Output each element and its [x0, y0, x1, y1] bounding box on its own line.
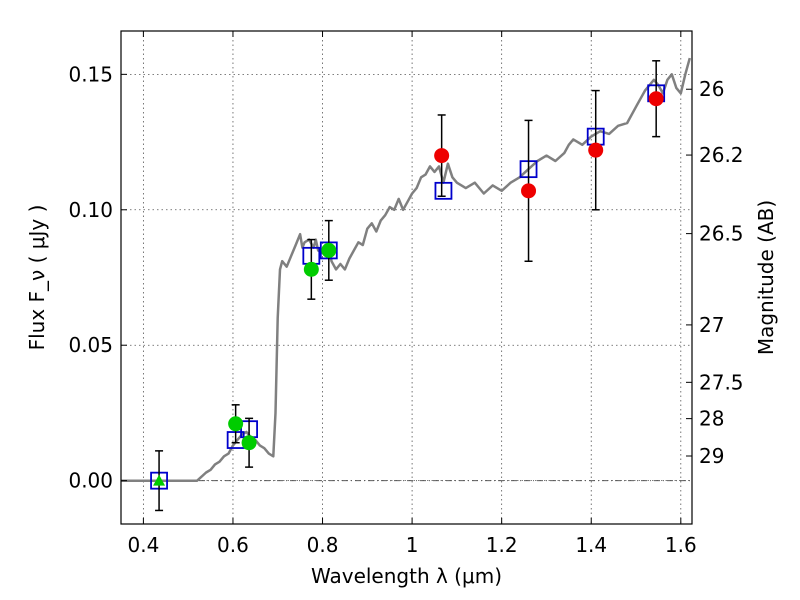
mag-tick-label: 26.2: [699, 143, 744, 167]
mag-tick-label: 29: [699, 444, 724, 468]
mag-tick-label: 27.5: [699, 370, 744, 394]
model-flux-square: [434, 181, 453, 200]
series-layer: [121, 57, 692, 512]
x-tick-label: 1.6: [665, 533, 697, 557]
y-tick-label: 0.05: [68, 333, 113, 357]
mag-tick-label: 27: [699, 313, 724, 337]
plot-frame: [120, 30, 693, 525]
y-axis-label: Flux F_ν ( μJy ): [25, 205, 49, 351]
mag-tick-label: 28: [699, 407, 724, 431]
grid: [121, 31, 692, 524]
mag-tick-label: 26: [699, 77, 724, 101]
ticks: 0.4 0.6 0.8 1 1.2 1.4 1.6 0.00 0.05 0.10 0.15 26 26.…: [68, 31, 744, 557]
x-tick-label: 0.6: [217, 533, 249, 557]
photometry-point: [241, 435, 257, 451]
x-axis-label: Wavelength λ (μm): [311, 564, 502, 588]
photometry-point: [303, 261, 319, 277]
y-tick-label: 0.10: [68, 198, 113, 222]
y-tick-label: 0.15: [68, 62, 113, 86]
y-tick-label: 0.00: [68, 469, 113, 493]
photometry-triangle: [153, 474, 166, 486]
photometry-point: [228, 416, 244, 432]
x-tick-label: 0.8: [307, 533, 339, 557]
photometry-point: [588, 142, 604, 158]
photometry-point: [434, 148, 450, 164]
x-tick-label: 1: [406, 533, 419, 557]
x-tick-label: 1.2: [486, 533, 518, 557]
x-tick-label: 0.4: [127, 533, 159, 557]
x-tick-label: 1.4: [575, 533, 607, 557]
photometry-point: [648, 91, 664, 107]
photometry-point: [521, 183, 537, 199]
mag-tick-label: 26.5: [699, 222, 744, 246]
photometry-point: [321, 242, 337, 258]
right-axis-label: Magnitude (AB): [754, 200, 778, 355]
